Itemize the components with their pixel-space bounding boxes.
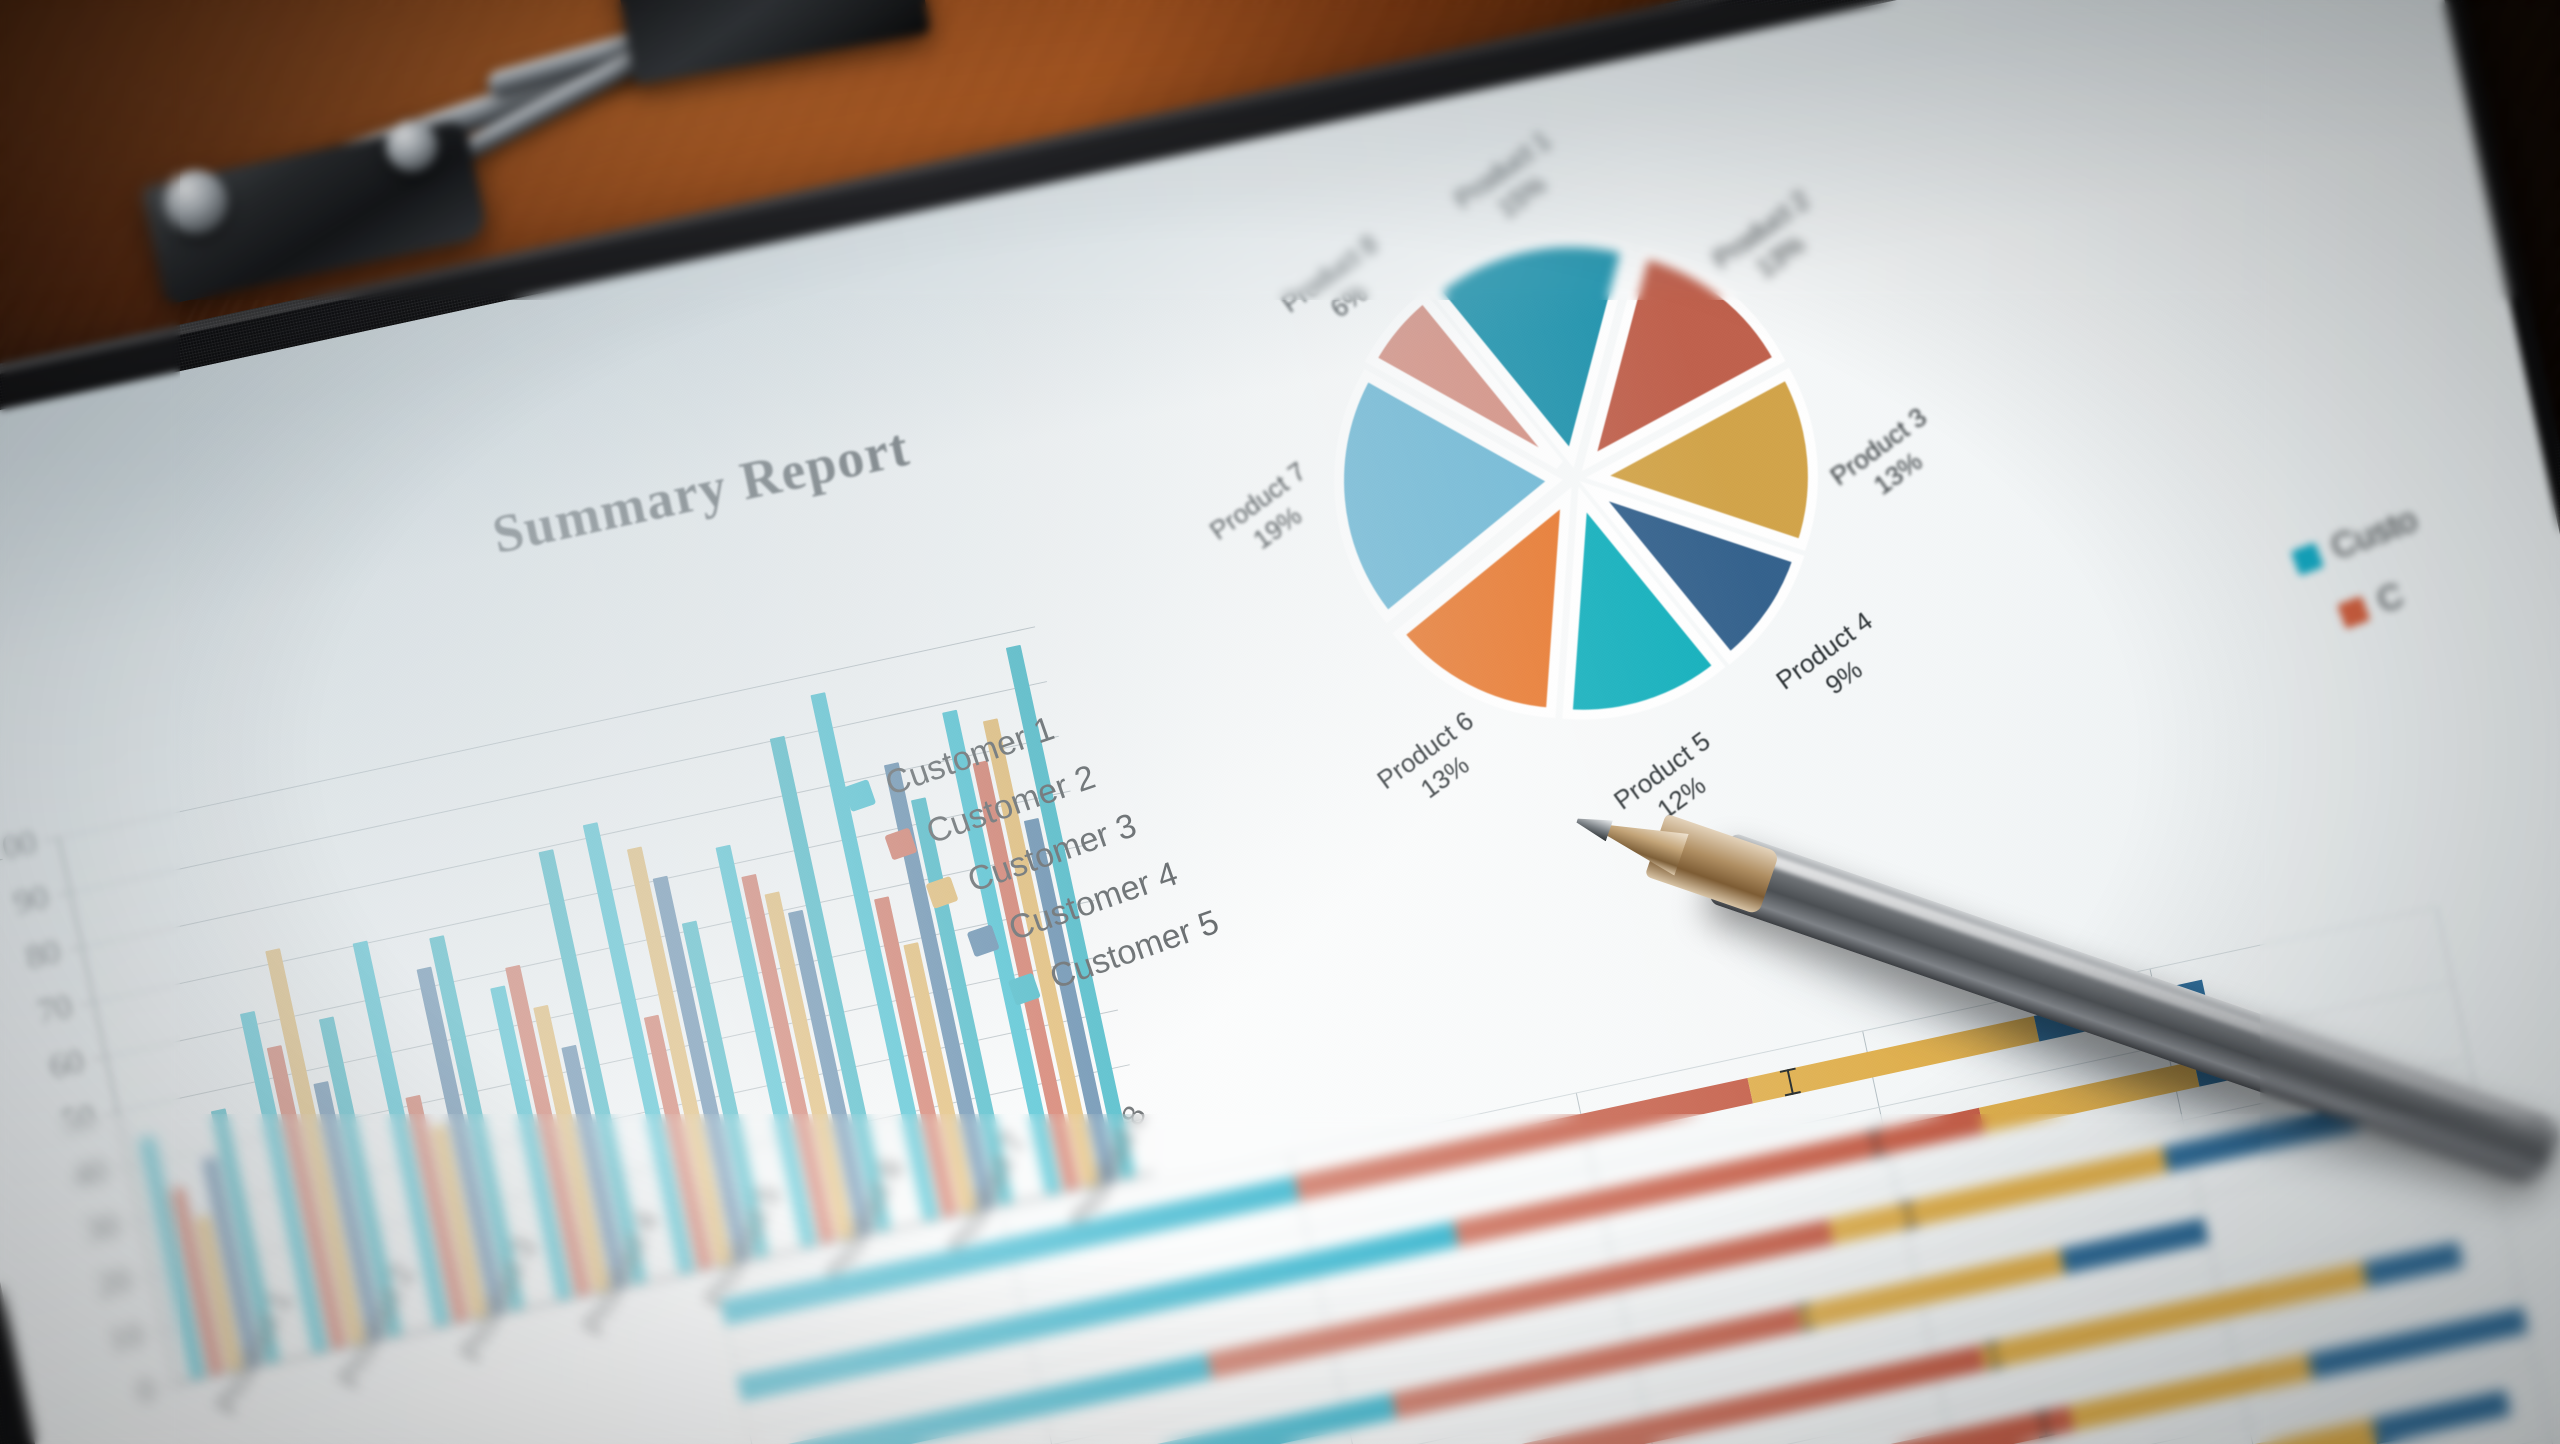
bar-chart-y-tick — [103, 1111, 117, 1116]
legend-item[interactable]: Custo — [2288, 500, 2422, 581]
bar-chart-y-label: 50 — [57, 1097, 99, 1141]
exploded-pie-chart: Product 1 15% Product 2 13% Product 3 13% Prod… — [1152, 125, 2005, 824]
clamp-top-plate — [609, 0, 931, 85]
bar-chart-y-tick — [127, 1220, 141, 1225]
bar-chart-y-label: 30 — [81, 1206, 123, 1251]
bar-chart-y-label: 40 — [69, 1152, 111, 1196]
bar-chart-y-label: 60 — [46, 1042, 88, 1087]
bar-chart-y-tick — [44, 837, 58, 842]
bar-chart-y-label: 100 — [0, 823, 40, 871]
legend-label: C — [2372, 575, 2409, 621]
bar-chart-y-tick — [139, 1275, 153, 1280]
bar-chart-y-label: 70 — [34, 987, 76, 1032]
hbar-segment — [1206, 1219, 1834, 1379]
legend-swatch — [2290, 541, 2324, 576]
page-title: Summary Report — [487, 416, 915, 566]
legend-label: Custo — [2325, 500, 2423, 567]
hbar-segment — [2371, 1389, 2511, 1444]
bar-chart-y-tick — [92, 1056, 106, 1061]
bar-chart-y-label: 20 — [93, 1261, 135, 1305]
bar-chart-y-tick — [151, 1330, 165, 1334]
bar-chart-y-tick — [115, 1166, 129, 1170]
legend-swatch — [2336, 595, 2371, 629]
hbar-segment — [2068, 1353, 2313, 1431]
bar-chart-y-tick — [68, 947, 82, 951]
pen-tip — [1574, 809, 1613, 841]
hbar-segment — [1796, 1248, 2065, 1331]
clamp-pivot-right — [386, 120, 438, 172]
bar-chart-y-tick — [80, 1001, 94, 1006]
bar-chart-y-label: 80 — [22, 933, 64, 977]
bar-chart-y-label: 0 — [133, 1371, 159, 1411]
clamp-pivot-left — [164, 170, 228, 234]
bar-chart-y-tick — [163, 1385, 177, 1389]
bar-chart-y-label: 90 — [10, 878, 52, 922]
bar-chart-y-tick — [56, 892, 70, 897]
bar-chart-y-label: 10 — [105, 1316, 147, 1360]
clipboard-clamp — [141, 0, 931, 305]
legend-item[interactable]: C — [2335, 576, 2409, 635]
